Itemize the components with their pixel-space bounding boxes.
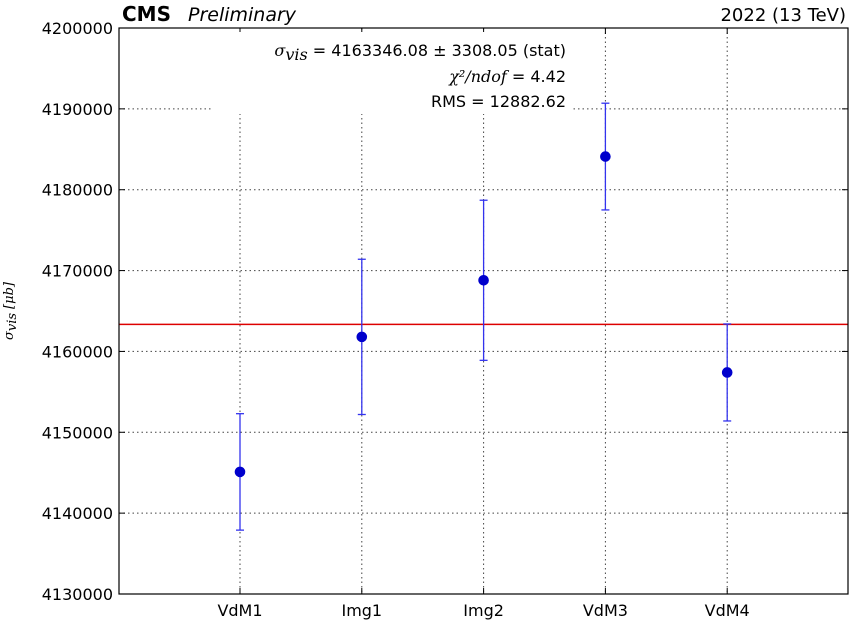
y-tick-label: 4180000 [42, 181, 113, 200]
status-label: Preliminary [188, 4, 297, 26]
annotation-sigma-symbol: σ [274, 41, 286, 60]
data-layer [234, 102, 733, 531]
y-tick-label: 4200000 [42, 19, 113, 38]
x-tick-label: Img1 [341, 601, 382, 620]
data-point [234, 466, 246, 478]
run-label: 2022 (13 TeV) [720, 5, 846, 26]
y-axis-label-unit: [μb] [2, 281, 17, 309]
y-axis-label: σvis [μb] [2, 281, 20, 340]
data-point [721, 367, 733, 378]
y-axis-ticks: 4130000 4140000 4150000 4160000 4170000 41800… [42, 19, 848, 604]
y-tick-label: 4150000 [42, 423, 113, 442]
x-tick-label: VdM4 [705, 601, 750, 620]
y-tick-label: 4130000 [42, 585, 113, 604]
y-axis-label-subscript: vis [5, 313, 20, 332]
x-tick-label: VdM3 [583, 601, 628, 620]
annotation-rms: RMS = 12882.62 [431, 92, 566, 111]
y-tick-label: 4140000 [42, 504, 113, 523]
x-tick-label: Img2 [463, 601, 504, 620]
y-axis-label-symbol: σ [2, 330, 17, 340]
data-point [356, 331, 368, 343]
annotation-fit-result: σvis = 4163346.08 ± 3308.05 (stat) [274, 41, 566, 64]
annotation-chi2-value: = 4.42 [507, 67, 566, 86]
data-point [478, 274, 489, 286]
annotation-sigma-subscript: vis [285, 45, 307, 64]
annotation-background [212, 32, 572, 114]
annotation-chi2: χ²/ndof = 4.42 [448, 67, 566, 86]
experiment-label: CMS [122, 2, 171, 26]
x-axis-ticks: VdM1 Img1 Img2 VdM3 VdM4 [217, 28, 750, 620]
x-tick-label: VdM1 [217, 601, 262, 620]
data-point [600, 151, 611, 162]
plot-frame [118, 27, 849, 595]
annotation-chi2-symbol: χ²/ndof [448, 67, 510, 86]
y-tick-label: 4190000 [42, 100, 113, 119]
y-tick-label: 4170000 [42, 262, 113, 281]
y-tick-label: 4160000 [42, 342, 113, 361]
annotation-fit-value: = 4163346.08 ± 3308.05 (stat) [308, 41, 566, 60]
